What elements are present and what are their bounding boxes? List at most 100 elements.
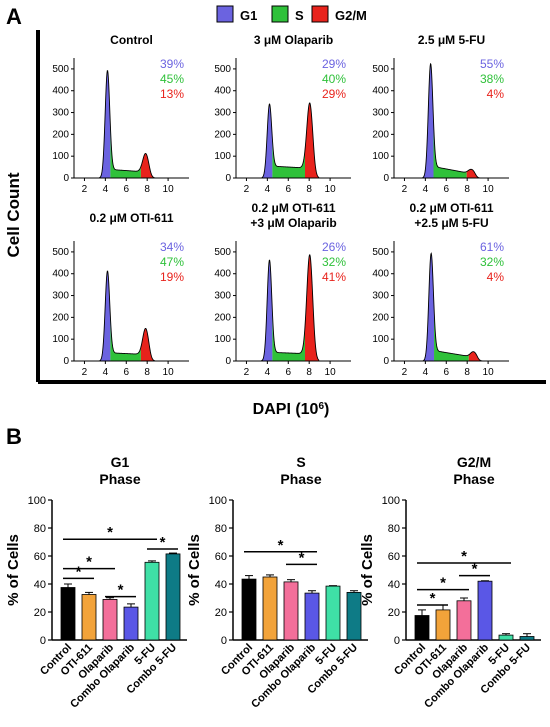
- histogram-x-tick-label: 2: [82, 184, 88, 195]
- histogram-control: Control 0 100 200 300 400 500 2 4 6 8 10 39%45%13%: [52, 33, 189, 195]
- bar-chart-y-tick-label: 80: [215, 523, 227, 535]
- bar-chart-y-tick-label: 40: [388, 579, 400, 591]
- histogram-x-tick-label: 4: [103, 367, 109, 378]
- bar-chart-y-tick-label: 40: [34, 579, 46, 591]
- percent-s: 32%: [480, 255, 504, 269]
- histogram-y-tick-label: 0: [225, 173, 231, 184]
- bar-chart-y-tick-label: 100: [209, 495, 227, 507]
- histogram-y-tick-label: 200: [372, 312, 389, 323]
- histogram-x-tick-label: 6: [123, 184, 129, 195]
- significance-star: *: [430, 590, 436, 607]
- percent-g1: 34%: [160, 240, 184, 254]
- bar-combo-5-fu: [165, 553, 181, 641]
- histogram-title-line2: +3 μM Olaparib: [250, 216, 336, 230]
- histogram-x-tick-label: 2: [82, 367, 88, 378]
- histogram-y-tick-label: 400: [52, 86, 69, 97]
- histogram-s-region: [110, 316, 141, 361]
- legend-swatch-g1: [216, 5, 234, 23]
- percent-g2m: 19%: [160, 270, 184, 284]
- histogram-outline: [260, 254, 320, 362]
- histogram-y-tick-label: 300: [372, 108, 389, 119]
- bar-chart-y-tick-label: 80: [34, 523, 46, 535]
- histogram-x-tick-label: 6: [443, 184, 449, 195]
- significance-star: *: [440, 575, 446, 592]
- histogram-y-tick-label: 500: [52, 64, 69, 75]
- histogram-y-tick-label: 100: [52, 334, 69, 345]
- histogram-y-tick-label: 300: [214, 108, 231, 119]
- histogram-y-tick-label: 300: [52, 108, 69, 119]
- significance-star: *: [118, 582, 124, 599]
- histogram-x-tick-label: 8: [144, 184, 150, 195]
- histogram-oti611-olaparib: 0.2 μM OTI-611+3 μM Olaparib 0 100 200 300 40…: [214, 201, 351, 378]
- bar-5-fu: [325, 585, 341, 641]
- histogram-y-tick-label: 0: [63, 173, 69, 184]
- bar-control: [414, 615, 430, 641]
- percent-s: 32%: [322, 255, 346, 269]
- histogram-y-tick-label: 300: [52, 291, 69, 302]
- histogram-x-axis-label: DAPI (106): [253, 401, 330, 419]
- legend-label-g1: G1: [240, 8, 257, 23]
- bar-combo-olaparib: [477, 580, 493, 641]
- significance-star: *: [299, 549, 305, 566]
- histogram-outline: [98, 270, 156, 362]
- bar-chart-y-tick-label: 100: [382, 495, 400, 507]
- histogram-y-tick-label: 300: [214, 291, 231, 302]
- histogram-y-tick-label: 200: [52, 312, 69, 323]
- histogram-x-tick-label: 6: [123, 367, 129, 378]
- histogram-x-tick-label: 2: [244, 184, 250, 195]
- histogram-x-tick-label: 6: [285, 184, 291, 195]
- histogram-y-tick-label: 200: [214, 312, 231, 323]
- histogram-outline: [421, 62, 481, 179]
- percent-g2m: 29%: [322, 87, 346, 101]
- histogram-y-tick-label: 0: [383, 356, 389, 367]
- bar-chart-y-tick-label: 60: [34, 551, 46, 563]
- histogram-y-tick-label: 400: [372, 269, 389, 280]
- histogram-y-tick-label: 500: [214, 247, 231, 258]
- histogram-s-region: [272, 311, 305, 361]
- bar-control: [60, 587, 76, 641]
- histogram-g2m-peak: [140, 153, 156, 178]
- histogram-x-tick-label: 4: [265, 367, 271, 378]
- histogram-outline: [98, 70, 156, 179]
- bar-combo-olaparib: [123, 606, 139, 641]
- histogram-y-tick-label: 100: [372, 334, 389, 345]
- bar-chart-y-axis-label: % of Cells: [5, 534, 22, 606]
- histogram-title-line1: 0.2 μM OTI-611: [409, 201, 493, 215]
- histogram-g1-peak: [260, 103, 273, 178]
- histogram-g2m-peak: [466, 169, 481, 178]
- histogram-x-tick-label: 10: [483, 367, 495, 378]
- histogram-title: 2.5 μM 5-FU: [418, 33, 485, 47]
- bar-oti-611: [262, 576, 278, 641]
- percent-g2m: 4%: [487, 270, 505, 284]
- histogram-y-tick-label: 400: [372, 86, 389, 97]
- histogram-title: 3 μM Olaparib: [254, 33, 333, 47]
- histogram-title-line2: +2.5 μM 5-FU: [414, 216, 488, 230]
- histogram-g1-peak: [98, 70, 111, 178]
- histogram-y-tick-label: 200: [52, 129, 69, 140]
- panel-label-a: A: [6, 4, 22, 29]
- histogram-title: 0.2 μM OTI-611: [89, 211, 173, 225]
- bar-chart-y-tick-label: 20: [388, 607, 400, 619]
- histogram-s-region: [434, 307, 469, 361]
- significance-star: *: [76, 563, 82, 580]
- histogram-y-tick-label: 400: [52, 269, 69, 280]
- bar-combo-5-fu: [519, 636, 535, 641]
- bar-control: [241, 578, 257, 641]
- bar-chart-y-axis-label: % of Cells: [186, 534, 203, 606]
- histogram-g2m-peak: [140, 328, 156, 361]
- histogram-x-tick-label: 2: [244, 367, 250, 378]
- histogram-x-tick-label: 2: [402, 184, 408, 195]
- percent-g2m: 41%: [322, 270, 346, 284]
- histogram-y-tick-label: 200: [214, 129, 231, 140]
- bar-chart-y-tick-label: 100: [28, 495, 46, 507]
- histogram-y-tick-label: 200: [372, 129, 389, 140]
- histogram-s-region: [272, 138, 305, 178]
- histogram-g1-peak: [421, 63, 434, 179]
- histogram-x-tick-label: 4: [265, 184, 271, 195]
- legend-label-s: S: [295, 8, 304, 23]
- histogram-title-line1: 0.2 μM OTI-611: [251, 201, 335, 215]
- histogram-x-tick-label: 4: [423, 367, 429, 378]
